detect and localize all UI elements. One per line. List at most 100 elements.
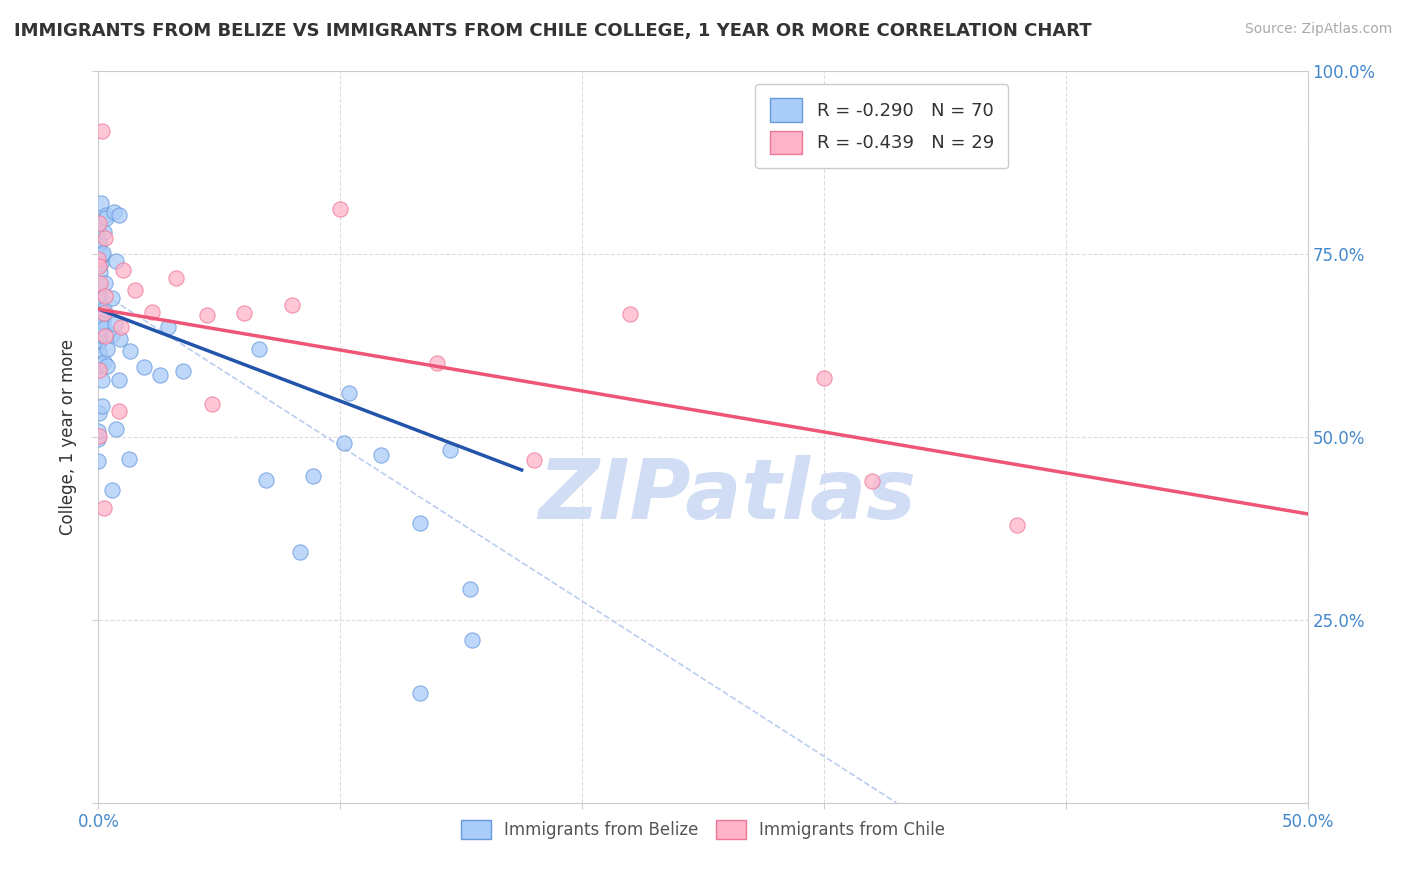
Point [132,359,155,374]
Point [141,305,163,319]
Point [87,424,110,438]
Y-axis label: College, 1 year or more: College, 1 year or more [59,339,77,535]
Point [108,332,131,346]
Point [96,343,118,357]
Point [118,344,141,359]
Point [87,362,110,376]
Point [87,252,110,267]
Point [124,284,146,298]
Point [93,276,115,290]
Point [87,216,110,230]
Point [91,374,114,388]
Point [111,262,134,277]
Point [104,422,127,436]
Point [249,342,271,356]
Point [232,306,254,320]
Point [87,242,110,256]
Point [90,325,112,339]
Point [90,124,112,138]
Point [93,225,115,239]
Point [94,289,117,303]
Point [91,248,114,262]
Legend: Immigrants from Belize, Immigrants from Chile: Immigrants from Belize, Immigrants from … [454,814,952,846]
Point [87,432,110,446]
Point [101,327,124,342]
Point [87,321,110,335]
Point [91,314,114,328]
Point [87,279,110,293]
Point [90,400,112,414]
Point [426,356,449,370]
Point [93,501,115,516]
Point [90,196,112,211]
Point [89,334,111,349]
Point [288,545,311,559]
Point [101,291,124,305]
Point [89,277,111,291]
Text: ZIPatlas: ZIPatlas [538,455,917,536]
Point [103,205,125,219]
Point [87,223,110,237]
Point [93,230,115,244]
Point [89,406,111,420]
Point [172,364,194,378]
Point [118,451,141,466]
Point [108,373,131,387]
Point [860,475,883,489]
Point [87,217,110,231]
Point [149,368,172,383]
Point [104,254,127,268]
Point [195,308,218,322]
Point [108,208,131,222]
Text: IMMIGRANTS FROM BELIZE VS IMMIGRANTS FROM CHILE COLLEGE, 1 YEAR OR MORE CORRELAT: IMMIGRANTS FROM BELIZE VS IMMIGRANTS FRO… [14,22,1091,40]
Point [281,298,304,312]
Point [619,307,641,321]
Point [460,633,482,648]
Point [87,337,110,351]
Point [87,259,110,273]
Point [93,355,115,369]
Point [165,270,187,285]
Point [104,317,127,331]
Point [87,293,110,307]
Point [254,473,277,487]
Point [409,516,432,530]
Point [460,582,482,596]
Point [90,326,112,341]
Point [89,357,111,371]
Point [94,211,117,225]
Point [87,429,110,443]
Point [332,436,354,450]
Point [90,255,112,269]
Point [110,319,132,334]
Point [89,333,111,347]
Point [90,306,112,320]
Point [439,443,461,458]
Point [329,202,352,216]
Point [87,453,110,467]
Point [90,304,112,318]
Point [89,254,111,268]
Point [94,208,117,222]
Point [90,327,112,342]
Point [337,386,360,401]
Point [523,452,546,467]
Point [87,235,110,249]
Point [87,345,110,359]
Point [201,397,224,411]
Point [93,306,115,320]
Point [813,371,835,385]
Point [409,686,432,700]
Point [156,319,179,334]
Point [93,301,115,316]
Point [1007,517,1029,532]
Point [101,483,124,497]
Point [90,292,112,306]
Point [370,448,392,462]
Point [89,359,111,373]
Point [94,329,117,343]
Point [87,236,110,251]
Text: Source: ZipAtlas.com: Source: ZipAtlas.com [1244,22,1392,37]
Point [301,469,323,483]
Point [93,321,115,335]
